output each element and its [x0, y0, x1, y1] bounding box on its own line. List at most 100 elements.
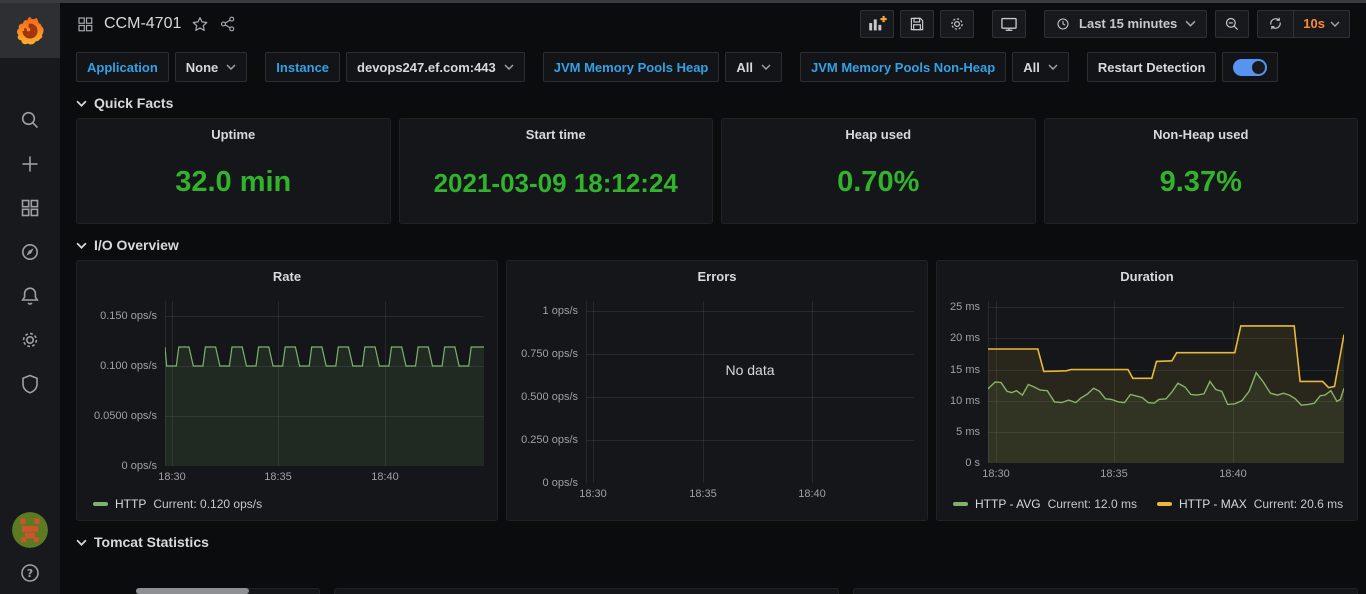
time-range-picker[interactable]: Last 15 minutes [1044, 10, 1207, 38]
sidebar-item-configuration[interactable] [13, 323, 47, 357]
top-navbar: CCM-4701 [60, 3, 1366, 44]
share-icon[interactable] [219, 15, 237, 33]
sidebar-item-dashboards[interactable] [13, 191, 47, 225]
legend-series-name: HTTP - AVG [975, 497, 1041, 511]
chart-legend: HTTP Current: 0.120 ops/s [93, 497, 262, 511]
toggle-pill [1233, 59, 1267, 76]
y-axis-tick-label: 25 ms [945, 301, 980, 313]
scrollbar-thumb[interactable] [136, 588, 249, 594]
legend-current-value: Current: 20.6 ms [1254, 497, 1343, 511]
user-avatar[interactable] [12, 512, 48, 548]
chart-plot-area[interactable] [165, 301, 484, 466]
x-axis-tick-label: 18:30 [571, 488, 615, 500]
dashboards-grid-icon [18, 196, 42, 220]
zoom-out-icon [1223, 15, 1241, 33]
clock-icon [1055, 16, 1071, 32]
bell-icon [18, 284, 42, 308]
restart-detection-label: Restart Detection [1087, 52, 1217, 82]
panel-title[interactable]: Errors [507, 261, 927, 284]
legend-series-name: HTTP - MAX [1179, 497, 1247, 511]
zoom-out-time-button[interactable] [1215, 10, 1249, 38]
sidebar-item-alerting[interactable] [13, 279, 47, 313]
cutoff-panel [853, 588, 1358, 594]
variable-label: Application [76, 52, 169, 82]
panel-duration: Duration 25 ms20 ms15 ms10 ms5 ms0 s18:3… [936, 260, 1358, 521]
dashboard-settings-button[interactable] [940, 10, 974, 38]
y-axis-tick-label: 5 ms [945, 426, 980, 438]
panel-title[interactable]: Rate [77, 261, 497, 284]
refresh-interval-picker[interactable]: 10s [1294, 11, 1349, 37]
restart-detection-control: Restart Detection [1087, 52, 1279, 82]
x-axis-tick-label: 18:30 [150, 471, 194, 483]
panel-title[interactable]: Heap used [722, 119, 1035, 142]
add-panel-button[interactable] [860, 10, 894, 38]
section-quick-facts[interactable]: Quick Facts [76, 95, 1350, 111]
section-io-overview[interactable]: I/O Overview [76, 237, 1350, 253]
restart-detection-toggle[interactable] [1222, 52, 1278, 82]
sidebar-item-help[interactable]: ? [13, 556, 47, 590]
panel-uptime: Uptime 32.0 min [76, 118, 391, 224]
panel-title[interactable]: Start time [400, 119, 713, 142]
panel-title[interactable]: Duration [937, 261, 1357, 284]
legend-series-name: HTTP [115, 497, 146, 511]
chevron-down-icon [76, 242, 87, 249]
star-icon[interactable] [191, 15, 209, 33]
no-data-text: No data [725, 362, 774, 378]
stat-value: 9.37% [1045, 166, 1358, 199]
grafana-logo[interactable] [0, 3, 60, 58]
y-axis-tick-label: 0.250 ops/s [515, 434, 578, 446]
cutoff-panel [334, 588, 839, 594]
variable-value-dropdown[interactable]: None [175, 52, 248, 82]
plus-icon [18, 152, 42, 176]
sidebar-item-search[interactable] [13, 103, 47, 137]
chevron-down-icon [226, 64, 236, 70]
grafana-flame-icon [13, 14, 47, 48]
section-title: Tomcat Statistics [94, 534, 209, 550]
y-axis-tick-label: 1 ops/s [515, 305, 578, 317]
y-axis-tick-label: 0.0500 ops/s [85, 410, 157, 422]
dashboard-title[interactable]: CCM-4701 [104, 15, 181, 33]
panel-title[interactable]: Non-Heap used [1045, 119, 1358, 142]
variable-value-dropdown[interactable]: All [725, 52, 782, 82]
sidebar-item-explore[interactable] [13, 235, 47, 269]
legend-series-color [93, 502, 108, 506]
gear-icon [948, 15, 966, 33]
x-axis-tick-label: 18:35 [1092, 468, 1136, 480]
compass-icon [18, 240, 42, 264]
legend-item[interactable]: HTTP Current: 0.120 ops/s [93, 497, 262, 511]
legend-current-value: Current: 0.120 ops/s [153, 497, 262, 511]
legend-item[interactable]: HTTP - MAX Current: 20.6 ms [1157, 497, 1343, 511]
legend-series-color [953, 502, 968, 506]
chart-plot-area[interactable] [988, 301, 1344, 463]
legend-series-color [1157, 502, 1172, 506]
variable-label: JVM Memory Pools Heap [543, 52, 720, 82]
chevron-down-icon [1185, 20, 1196, 27]
y-axis-tick-label: 15 ms [945, 364, 980, 376]
save-dashboard-button[interactable] [900, 10, 934, 38]
sidebar-item-create[interactable] [13, 147, 47, 181]
variable-instance: Instance devops247.ef.com:443 [265, 52, 524, 82]
section-tomcat-statistics[interactable]: Tomcat Statistics [76, 534, 1350, 550]
chevron-down-icon [761, 64, 771, 70]
y-axis-tick-label: 0.750 ops/s [515, 348, 578, 360]
help-icon: ? [18, 561, 42, 585]
legend-item[interactable]: HTTP - AVG Current: 12.0 ms [953, 497, 1137, 511]
chart-duration: 25 ms20 ms15 ms10 ms5 ms0 s18:3018:3518:… [945, 301, 1349, 483]
x-axis-tick-label: 18:35 [681, 488, 725, 500]
tv-monitor-icon [999, 14, 1019, 34]
section-title: Quick Facts [94, 95, 173, 111]
panel-title[interactable]: Uptime [77, 119, 390, 142]
sidebar-item-server-admin[interactable] [13, 367, 47, 401]
chevron-down-icon [76, 539, 87, 546]
variable-value-dropdown[interactable]: devops247.ef.com:443 [346, 52, 525, 82]
x-axis-tick-label: 18:30 [974, 468, 1018, 480]
refresh-button[interactable] [1258, 11, 1293, 37]
variable-value-dropdown[interactable]: All [1012, 52, 1069, 82]
legend-current-value: Current: 12.0 ms [1048, 497, 1137, 511]
cycle-view-mode-button[interactable] [992, 10, 1026, 38]
chart-plot-area[interactable] [586, 301, 914, 483]
stat-value: 0.70% [722, 166, 1035, 199]
toggle-knob [1252, 61, 1265, 74]
time-range-label: Last 15 minutes [1079, 16, 1177, 31]
chevron-down-icon [1330, 21, 1340, 27]
